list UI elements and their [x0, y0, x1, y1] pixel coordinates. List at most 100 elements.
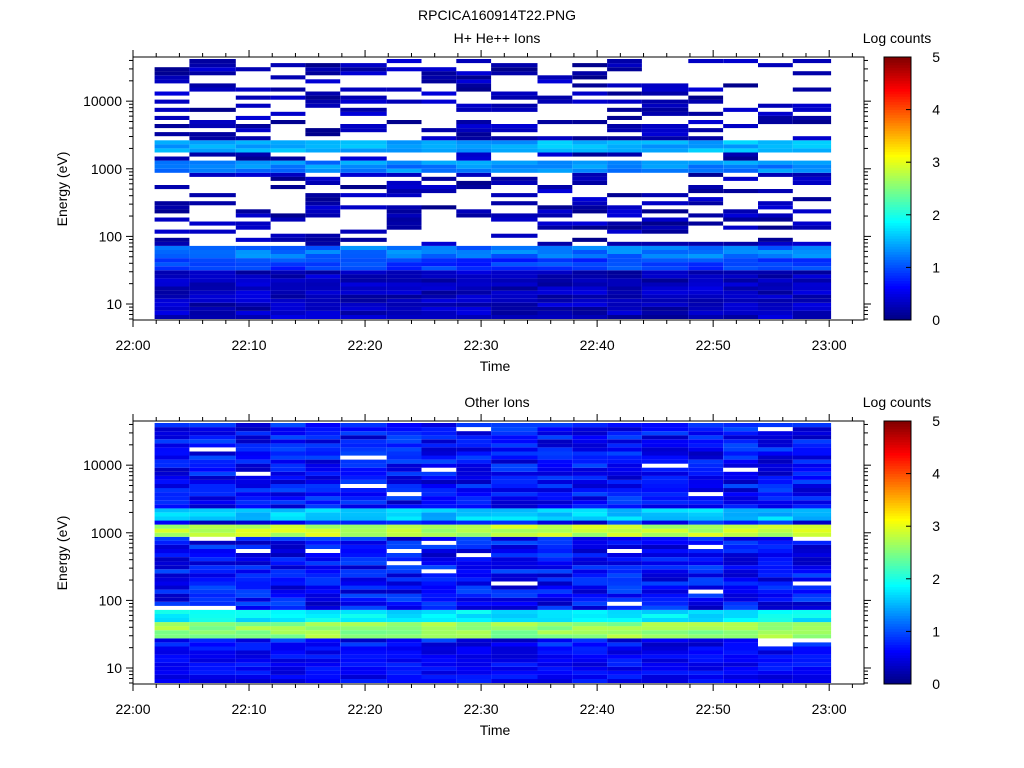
- heatmap-cell: [537, 508, 573, 513]
- heatmap-cell: [386, 431, 422, 436]
- heatmap-cell: [189, 67, 236, 72]
- heatmap-cell: [386, 532, 422, 537]
- heatmap-cell: [270, 447, 306, 452]
- heatmap-cell: [758, 589, 793, 594]
- heatmap-cell: [189, 609, 236, 614]
- heatmap-cell: [270, 496, 306, 501]
- heatmap-cell: [607, 484, 642, 489]
- heatmap-cell: [758, 168, 793, 173]
- heatmap-cell: [723, 654, 758, 659]
- heatmap-cell: [792, 294, 832, 299]
- heatmap-cell: [792, 59, 832, 64]
- colorbar-segment: [884, 678, 911, 682]
- heatmap-cell: [235, 115, 271, 120]
- heatmap-cell: [641, 124, 689, 129]
- heatmap-cell: [456, 654, 492, 659]
- heatmap-cell: [154, 258, 190, 263]
- heatmap-cell: [572, 164, 608, 169]
- heatmap-cell: [758, 435, 793, 440]
- heatmap-cell: [491, 160, 538, 165]
- heatmap-cell: [456, 148, 492, 153]
- heatmap-cell: [688, 463, 724, 468]
- heatmap-cell: [641, 658, 689, 663]
- colorbar-segment: [884, 246, 911, 250]
- colorbar-segment: [884, 177, 911, 182]
- heatmap-cell: [758, 237, 793, 242]
- heatmap-cell: [723, 646, 758, 651]
- heatmap-cell: [491, 274, 538, 279]
- heatmap-cell: [456, 670, 492, 675]
- heatmap-cell: [641, 132, 689, 137]
- heatmap-cell: [154, 459, 190, 464]
- heatmap-cell: [154, 249, 190, 254]
- heatmap-cell: [688, 435, 724, 440]
- heatmap-cell: [491, 674, 538, 679]
- heatmap-cell: [421, 573, 457, 578]
- heatmap-cell: [641, 217, 689, 222]
- heatmap-cell: [641, 488, 689, 493]
- heatmap-cell: [572, 205, 608, 210]
- heatmap-cell: [641, 168, 689, 173]
- heatmap-cell: [456, 447, 492, 452]
- heatmap-cell: [305, 658, 341, 663]
- colorbar-segment: [884, 449, 911, 453]
- heatmap-cell: [723, 152, 758, 157]
- heatmap-cell: [340, 613, 387, 618]
- heatmap-cell: [421, 638, 457, 643]
- heatmap-cell: [270, 262, 306, 267]
- heatmap-cell: [758, 613, 793, 618]
- heatmap-cell: [792, 553, 832, 558]
- heatmap-cell: [305, 103, 341, 108]
- heatmap-cell: [641, 646, 689, 651]
- heatmap-cell: [456, 439, 492, 444]
- heatmap-cell: [723, 274, 758, 279]
- heatmap-cell: [340, 258, 387, 263]
- heatmap-cell: [456, 310, 492, 315]
- heatmap-cell: [572, 262, 608, 267]
- heatmap-cell: [386, 670, 422, 675]
- heatmap-cell: [386, 435, 422, 440]
- heatmap-cell: [537, 532, 573, 537]
- heatmap-cell: [305, 654, 341, 659]
- heatmap-cell: [792, 168, 832, 173]
- heatmap-cell: [235, 124, 271, 129]
- heatmap-cell: [340, 471, 387, 476]
- heatmap-cell: [607, 524, 642, 529]
- heatmap-cell: [792, 286, 832, 291]
- heatmap-cell: [456, 87, 492, 92]
- heatmap-cell: [537, 601, 573, 606]
- heatmap-cell: [340, 520, 387, 525]
- heatmap-cell: [340, 536, 387, 541]
- heatmap-cell: [491, 553, 538, 558]
- heatmap-cell: [792, 427, 832, 432]
- heatmap-cell: [270, 314, 306, 319]
- heatmap-cell: [792, 455, 832, 460]
- heatmap-cell: [154, 185, 190, 190]
- heatmap-cell: [386, 282, 422, 287]
- heatmap-cell: [688, 484, 724, 489]
- heatmap-cell: [607, 467, 642, 472]
- heatmap-cell: [270, 459, 306, 464]
- heatmap-cell: [235, 618, 271, 623]
- heatmap-cell: [189, 512, 236, 517]
- heatmap-cell: [758, 593, 793, 598]
- heatmap-cell: [792, 520, 832, 525]
- heatmap-cell: [305, 314, 341, 319]
- heatmap-cell: [641, 565, 689, 570]
- heatmap-cell: [154, 314, 190, 319]
- heatmap-cell: [537, 585, 573, 590]
- heatmap-cell: [154, 536, 190, 541]
- heatmap-cell: [386, 294, 422, 299]
- heatmap-cell: [456, 544, 492, 549]
- x-tick-label: 22:50: [696, 337, 731, 353]
- heatmap-cell: [792, 447, 832, 452]
- heatmap-cell: [456, 666, 492, 671]
- colorbar-segment: [884, 431, 911, 435]
- heatmap-cell: [758, 670, 793, 675]
- heatmap-cell: [189, 249, 236, 254]
- heatmap-cell: [723, 282, 758, 287]
- heatmap-cell: [270, 463, 306, 468]
- heatmap-cell: [386, 59, 422, 64]
- colorbar-segment: [884, 631, 911, 635]
- heatmap-cell: [421, 160, 457, 165]
